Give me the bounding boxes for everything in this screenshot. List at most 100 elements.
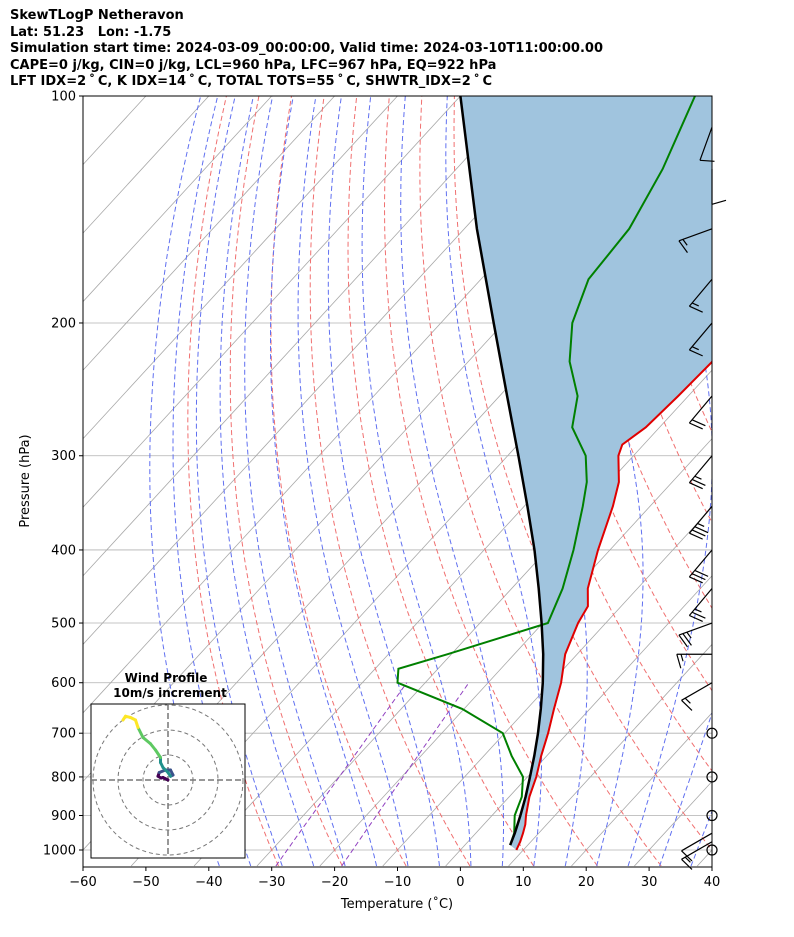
- wind-barb-half: [691, 346, 699, 351]
- x-tick-label: 0: [456, 875, 464, 890]
- y-axis-label: Pressure (hPa): [18, 434, 33, 527]
- wind-barb: [681, 682, 713, 711]
- hodograph-subtitle: 10m/s increment: [113, 686, 227, 700]
- dry-adiabat: [229, 96, 343, 867]
- wind-barb-half: [694, 608, 702, 613]
- wind-barb-shaft: [688, 322, 713, 351]
- x-tick-label: 30: [641, 875, 658, 890]
- wind-barb: [706, 809, 718, 822]
- wind-barb: [688, 549, 713, 584]
- wind-barb-half: [691, 302, 699, 307]
- isotherm-20: [571, 712, 712, 867]
- wind-barb-flag: [689, 532, 703, 540]
- isotherm--20: [319, 438, 712, 867]
- moist-adiabat: [627, 96, 712, 867]
- wind-barb-shaft: [678, 622, 713, 636]
- wind-barb-flag: [694, 526, 709, 534]
- isotherm--110: [83, 96, 461, 508]
- wind-barb-calm: [706, 771, 718, 783]
- wind-barb-shaft: [699, 127, 713, 161]
- wind-barb: [678, 622, 713, 648]
- hodograph-segment: [141, 736, 152, 746]
- wind-barb-flag: [691, 573, 706, 581]
- isotherm--100: [83, 96, 524, 577]
- moist-adiabat: [327, 96, 440, 867]
- x-tick-label: −30: [258, 875, 285, 890]
- title-line-cape: CAPE=0 j/kg, CIN=0 j/kg, LCL=960 hPa, LF…: [10, 57, 497, 73]
- dry-adiabat: [616, 96, 712, 434]
- wind-barb-calm: [706, 844, 718, 856]
- wind-barb-flag: [694, 569, 709, 577]
- hodograph-ring: [142, 754, 194, 806]
- parcel-line: [459, 96, 545, 846]
- y-tick-label: 400: [51, 543, 76, 558]
- wind-barb: [676, 653, 712, 669]
- dry-adiabat: [780, 96, 794, 866]
- x-tick-label: −10: [384, 875, 411, 890]
- wind-barb-flag: [681, 699, 693, 711]
- wind-barb-flag: [691, 419, 706, 427]
- isotherm-0: [445, 575, 712, 867]
- wind-barb-flag: [711, 199, 727, 205]
- hodograph-segment: [154, 748, 162, 759]
- y-tick-label: 800: [51, 770, 76, 785]
- y-tick-label: 900: [51, 809, 76, 824]
- moist-adiabat: [659, 711, 712, 867]
- wind-barb: [711, 169, 727, 205]
- dry-adiabat: [383, 96, 598, 867]
- isotherm--130: [83, 96, 335, 371]
- wind-barb-shaft: [688, 588, 713, 616]
- hodograph-ring: [92, 704, 244, 856]
- moist-adiabat: [445, 96, 543, 867]
- wind-barb-shaft: [688, 278, 713, 307]
- wind-barb-flag: [689, 576, 703, 584]
- hodograph-inset: Wind Profile 10m/s increment: [90, 671, 246, 859]
- hodograph-segment: [121, 714, 127, 722]
- hodograph-segment: [136, 726, 145, 739]
- y-tick-label: 500: [51, 617, 76, 632]
- title-line-indices: LFT IDX=2 ˚ C, K IDX=14 ˚ C, TOTAL TOTS=…: [10, 74, 493, 89]
- moist-adiabat: [244, 96, 346, 867]
- isotherm-50: [760, 96, 794, 866]
- isotherm--10: [382, 506, 712, 867]
- y-tick-label: 700: [51, 727, 76, 742]
- wind-barb-calm: [706, 727, 718, 739]
- dry-adiabat: [715, 96, 794, 866]
- isotherm--120: [83, 96, 398, 440]
- wind-barb-half: [680, 654, 684, 662]
- wind-barb: [681, 832, 713, 862]
- dry-adiabat: [187, 96, 279, 867]
- wind-barb: [688, 278, 713, 313]
- title-line-times: Simulation start time: 2024-03-09_00:00:…: [10, 41, 603, 56]
- dry-adiabat: [309, 96, 471, 867]
- dry-adiabat: [419, 96, 662, 867]
- chart-title: SkewTLogP Netheravon Lat: 51.23 Lon: -1.…: [10, 8, 603, 91]
- wind-barb-flag: [689, 349, 703, 357]
- wind-barb-shaft: [688, 455, 713, 484]
- wind-barb: [688, 395, 713, 430]
- dry-adiabat: [519, 96, 712, 692]
- moist-adiabat: [219, 96, 315, 867]
- wind-barb-half: [686, 631, 692, 639]
- wind-barb: [688, 588, 713, 622]
- wind-barb-flag: [681, 850, 693, 862]
- mixing-ratio-line: [275, 682, 408, 867]
- dry-adiabat: [748, 96, 794, 866]
- isotherm--90: [83, 96, 587, 645]
- temperature-line: [515, 360, 712, 851]
- wind-barb-calm: [706, 809, 718, 822]
- wind-barb-half: [684, 856, 691, 863]
- y-tick-label: 1000: [43, 844, 76, 859]
- wind-barb-shaft: [688, 505, 713, 534]
- y-tick-label: 300: [51, 449, 76, 464]
- x-tick-label: −40: [195, 875, 222, 890]
- moist-adiabat: [270, 96, 377, 867]
- wind-barb-flag: [689, 482, 703, 490]
- x-tick-label: −60: [69, 875, 96, 890]
- y-tick-label: 200: [51, 316, 76, 331]
- isotherm--150: [83, 96, 210, 234]
- wind-barb-flag: [678, 240, 688, 253]
- dry-adiabat: [453, 96, 712, 851]
- wind-barb: [706, 844, 718, 856]
